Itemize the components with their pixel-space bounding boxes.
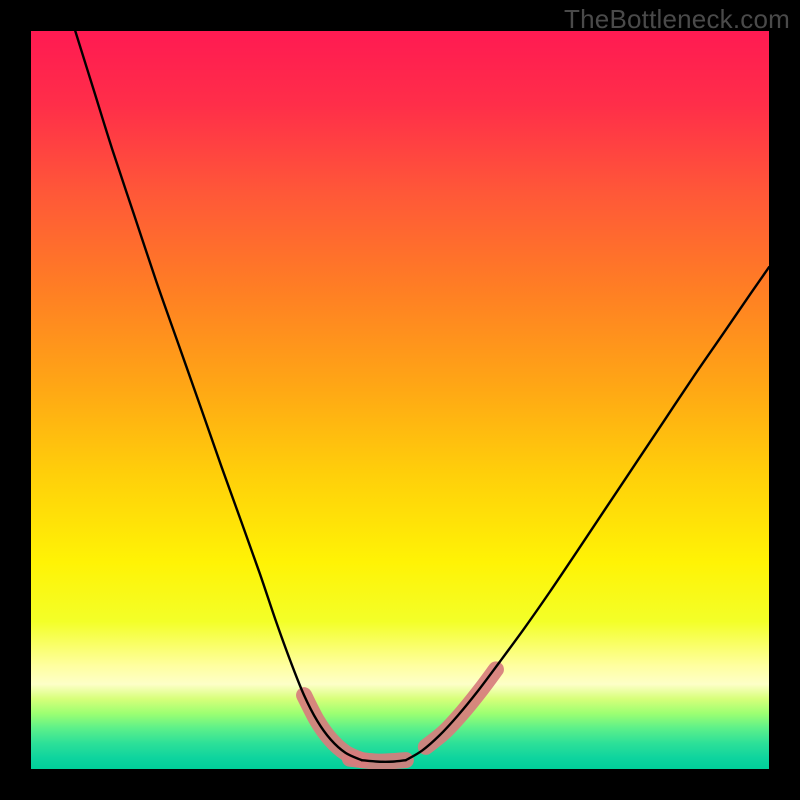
curves-layer: [31, 31, 769, 769]
watermark-text: TheBottleneck.com: [564, 4, 790, 35]
stage: TheBottleneck.com: [0, 0, 800, 800]
highlight-left: [304, 695, 362, 760]
curve-right: [406, 267, 769, 760]
plot-area: [31, 31, 769, 769]
curve-left: [75, 31, 361, 760]
